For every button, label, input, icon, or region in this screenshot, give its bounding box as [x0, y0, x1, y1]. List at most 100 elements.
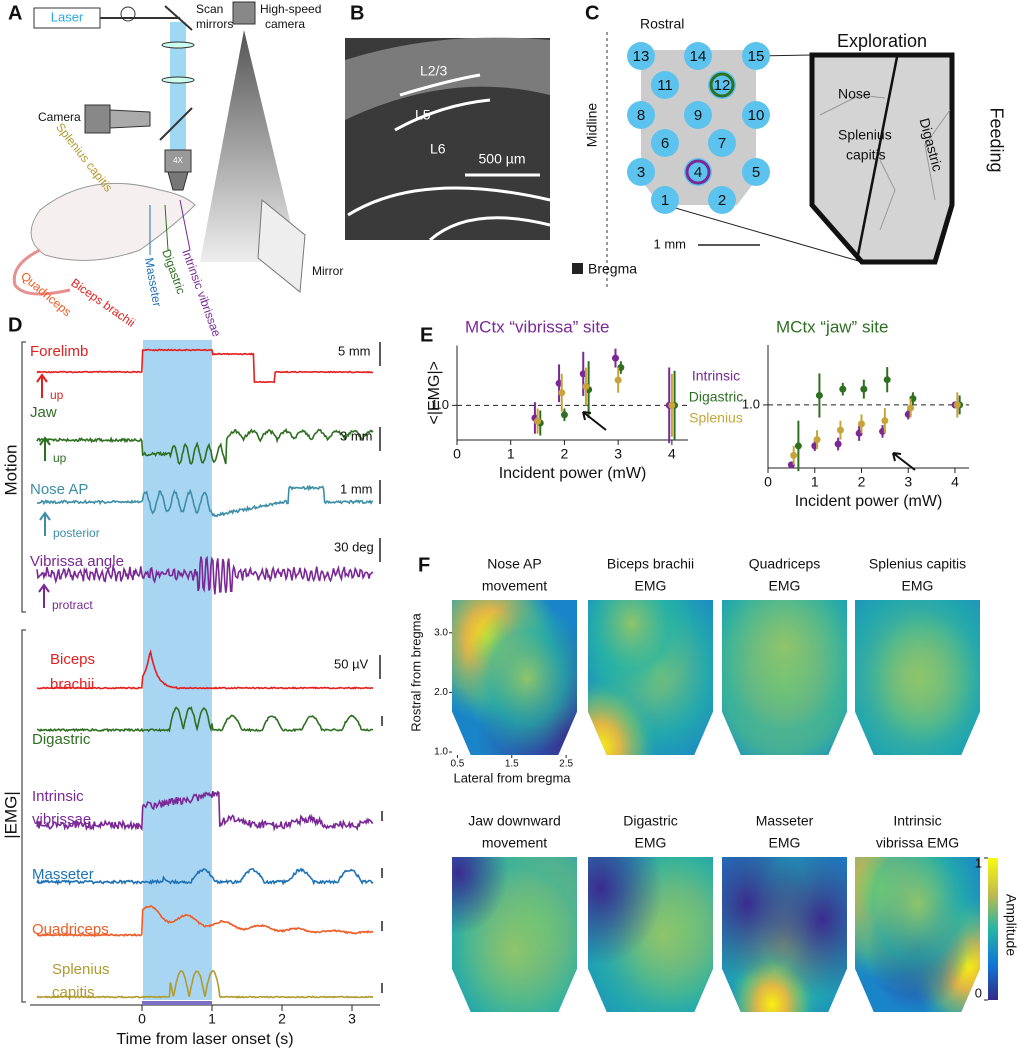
panel-letter: A: [8, 2, 22, 24]
map-title: vibrissa EMG: [876, 835, 959, 851]
point: [883, 376, 891, 384]
site: [684, 101, 712, 129]
heatmap-blob: [452, 857, 509, 935]
x-tick-label: 2: [561, 446, 569, 462]
site-ring: [709, 72, 735, 98]
site: [651, 129, 679, 157]
layer-label: L5: [415, 107, 431, 123]
point: [534, 417, 542, 425]
point: [813, 436, 821, 444]
map-title: movement: [482, 835, 547, 851]
scale-label: 3 mm: [340, 428, 373, 443]
site-label: 2: [718, 192, 726, 209]
y-tick-label: 1.0: [742, 396, 760, 411]
x-tick-label: 3: [614, 446, 622, 462]
trace-label: Jaw: [30, 404, 57, 421]
x-tick-label: 1: [507, 446, 515, 462]
label: Exploration: [837, 31, 927, 51]
trace: [36, 867, 374, 886]
x-tick-label: 3: [348, 1011, 356, 1027]
point: [839, 385, 847, 393]
trace: [36, 427, 374, 466]
trace: [36, 555, 374, 595]
x-tick-label: 0: [453, 446, 461, 462]
direction-arrow: [39, 436, 51, 461]
map-title: movement: [482, 578, 547, 594]
map-title: EMG: [769, 578, 801, 594]
direction-label: protract: [52, 598, 93, 612]
layer-label: L6: [430, 141, 446, 157]
point: [614, 376, 622, 384]
heatmap: [588, 600, 713, 755]
x-tick-label: 3: [904, 474, 912, 490]
site: [742, 42, 770, 70]
point: [860, 385, 868, 393]
map-title: EMG: [902, 578, 934, 594]
point: [790, 451, 798, 459]
site-label: 10: [748, 107, 765, 124]
site-label: 5: [752, 164, 760, 181]
y-tick-label: 2.0: [434, 687, 448, 698]
x-tick-label: 0: [138, 1011, 146, 1027]
label: Mirror: [312, 264, 343, 278]
point: [582, 382, 590, 390]
trace-label: Vibrissa angle: [30, 553, 124, 570]
trace: [36, 905, 374, 937]
axis-label: <|EMG|>: [426, 361, 443, 424]
map-title: EMG: [769, 835, 801, 851]
map-title: Nose AP: [487, 556, 541, 572]
heatmap-blob: [588, 600, 695, 701]
x-tick-label: 2: [278, 1011, 286, 1027]
label: capitis: [846, 147, 886, 163]
panel-letter: D: [8, 314, 22, 336]
label: Scan: [196, 2, 223, 16]
label: 1 mm: [654, 236, 687, 251]
direction-label: posterior: [53, 526, 100, 540]
layer-label: L2/3: [420, 63, 447, 79]
heatmap: [452, 857, 577, 1012]
trace: [36, 706, 374, 733]
axis-label: Time from laser onset (s): [116, 1031, 293, 1048]
site-ring: [685, 159, 711, 185]
group-label: Motion: [1, 444, 20, 495]
site: [627, 42, 655, 70]
label: Bregma: [588, 261, 637, 277]
scale-label: 1 mm: [340, 481, 373, 496]
heatmap: [452, 600, 577, 755]
x-tick-label: 1.5: [505, 759, 519, 770]
x-tick-label: 0.5: [450, 759, 464, 770]
legend-label: Digastric: [689, 389, 743, 405]
panel-letter: F: [418, 554, 430, 576]
x-tick-label: 2.5: [559, 759, 573, 770]
point: [953, 401, 961, 409]
map-title: Jaw downward: [468, 813, 561, 829]
label: Midline: [584, 103, 600, 148]
site-label: 4: [694, 164, 702, 181]
y-tick-label: 1.0: [434, 747, 448, 758]
trace: [36, 790, 374, 832]
annotation-arrow: [582, 411, 607, 431]
trace: [37, 484, 373, 518]
label: camera: [265, 17, 305, 31]
heatmap: [855, 857, 980, 1012]
point: [815, 391, 823, 399]
site-label: 6: [661, 135, 669, 152]
point: [834, 440, 842, 448]
panel-letter: B: [350, 2, 364, 24]
chart-title: MCtx “vibrissa” site: [465, 317, 610, 336]
site: [708, 186, 736, 214]
axis-label: Rostral from bregma: [408, 612, 423, 731]
trace-label: capitis: [52, 984, 95, 1001]
direction-arrow: [38, 583, 50, 608]
scale-label: 5 mm: [338, 343, 371, 358]
site-label: 8: [637, 107, 645, 124]
y-tick-label: 3.0: [434, 627, 448, 638]
trace-label: Masseter: [32, 866, 94, 883]
label: High-speed: [260, 2, 321, 16]
site: [627, 101, 655, 129]
heatmap-blob: [722, 600, 847, 755]
scale-label: 30 deg: [334, 539, 374, 554]
x-tick-label: 2: [858, 474, 866, 490]
trace-label: brachii: [50, 676, 94, 693]
trace-label: Forelimb: [30, 343, 88, 360]
